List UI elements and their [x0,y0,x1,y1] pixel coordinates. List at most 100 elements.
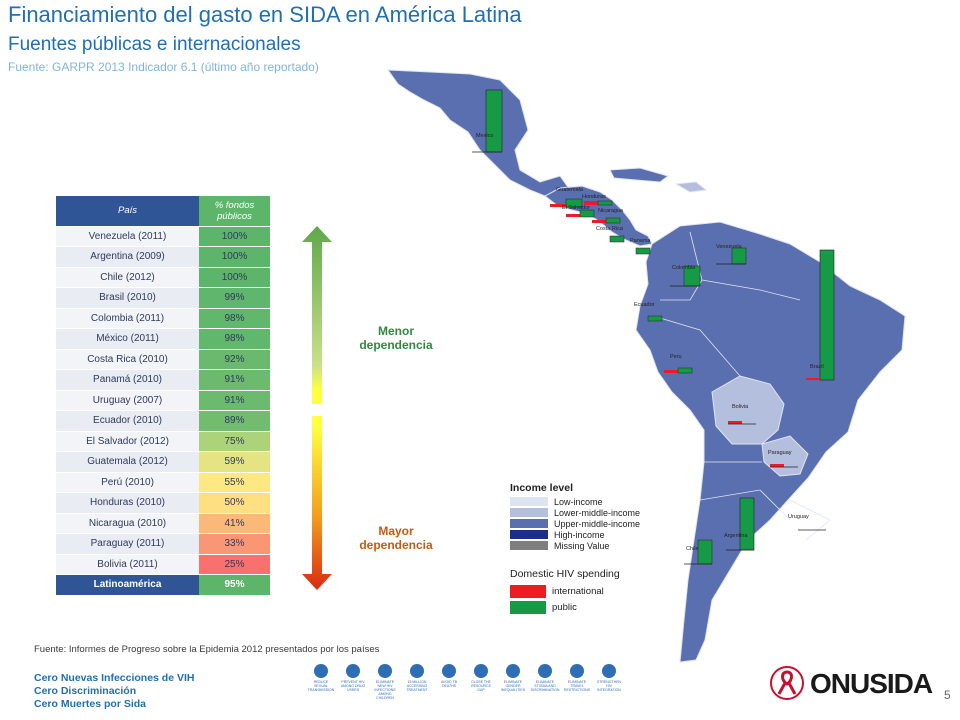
map-label-colombia: Colombia [672,265,696,271]
table-row: Bolivia (2011) 25% [56,554,270,575]
label-menor-dependencia: Menor dependencia [359,324,433,352]
table-row: México (2011) 98% [56,328,270,350]
bar-guatemala-intl [550,204,566,207]
country-cell: Honduras (2010) [56,492,199,514]
legend-label: Missing Value [554,540,610,551]
pct-cell: 92% [199,349,270,370]
spending-legend: Domestic HIV spending international publi… [510,568,620,615]
col-header-country: País [56,196,199,227]
hiv-integration-icon: STRENGTHEN HIV INTEGRATION [596,664,622,712]
icon-caption: ELIMINATE NEW HIV INFECTIONS AMONG CHILD… [374,680,396,700]
country-cell: Colombia (2011) [56,308,199,329]
bar-mexico-public [485,89,503,153]
bar-bolivia-intl [728,421,742,424]
map-label-venezuela: Venezuela [716,244,742,250]
bar-venezuela-public [731,247,747,265]
legend-item: Lower-middle-income [510,507,640,518]
icon-caption: 15 MILLION ACCESSING TREATMENT [406,680,428,692]
prevent-hiv-drug-users-icon: PREVENT HIV AMONG DRUG USERS [340,664,366,712]
country-cell: El Salvador (2012) [56,431,199,452]
bar-peru-intl [664,370,678,373]
table-row: Uruguay (2007) 91% [56,390,270,411]
map-label-chile: Chile [686,546,699,552]
country-cell: México (2011) [56,328,199,350]
resource-gap-icon: CLOSE THE RESOURCE GAP [468,664,494,712]
public-funds-table: País % fondos públicos Venezuela (2011) 1… [56,196,270,596]
table-row: El Salvador (2012) 75% [56,431,270,452]
total-pct-cell: 95% [199,574,270,596]
bar-paraguay-intl [770,464,784,467]
country-cell: Uruguay (2007) [56,390,199,411]
tag-zero-discrimination: Cero Discriminación [34,685,137,697]
table-row: Guatemala (2012) 59% [56,451,270,473]
map-region-cuba [609,167,670,183]
map-label-nicaragua: Nicaragua [598,208,624,214]
icon-glyph [506,664,520,678]
icon-caption: ELIMINATE GENDER INEQUALITIES [500,680,526,692]
income-legend: Income level Low-income Lower-middle-inco… [510,482,640,551]
pct-cell: 25% [199,554,270,575]
map-region-bolivia [711,375,785,445]
spending-legend-item: public [510,599,620,615]
legend-item: Upper-middle-income [510,518,640,529]
gender-inequalities-icon: ELIMINATE GENDER INEQUALITIES [500,664,526,712]
table-row: Colombia (2011) 98% [56,308,270,329]
icon-caption: STRENGTHEN HIV INTEGRATION [596,680,622,692]
pct-cell: 91% [199,390,270,411]
table-row: Argentina (2009) 100% [56,246,270,268]
map-label-mexico: Mexico [476,133,494,139]
tb-deaths-icon: AVOID TB DEATHS [436,664,462,712]
table-row: Honduras (2010) 50% [56,492,270,514]
icon-glyph [346,664,360,678]
map-label-panama: Panama [630,238,651,244]
table-row: Chile (2012) 100% [56,267,270,288]
table-row: Nicaragua (2010) 41% [56,513,270,534]
red-ribbon-icon [770,666,804,700]
country-cell: Argentina (2009) [56,246,199,268]
country-cell: Nicaragua (2010) [56,513,199,534]
legend-label: Upper-middle-income [554,518,641,529]
pct-cell: 91% [199,369,270,391]
icon-caption: REDUCE SEXUAL TRANSMISSION [307,680,335,692]
country-cell: Chile (2012) [56,267,199,288]
spending-swatch [510,584,546,598]
pct-cell: 50% [199,492,270,514]
income-legend-title: Income level [510,482,574,494]
country-cell: Brasil (2010) [56,287,199,309]
pct-cell: 98% [199,308,270,329]
legend-swatch [510,530,548,539]
country-cell: Venezuela (2011) [56,226,199,247]
onusida-logo: ONUSIDA [770,664,938,702]
bar-chile-public [697,539,713,565]
treatment-icon: 15 MILLION ACCESSING TREATMENT [404,664,430,712]
spending-legend-item: international [510,583,620,599]
spending-legend-title: Domestic HIV spending [510,568,620,580]
icon-glyph [378,664,392,678]
spending-label: international [552,585,604,597]
bar-guatemala-public [565,198,583,208]
table-row: Ecuador (2010) 89% [56,410,270,432]
legend-swatch [510,497,548,506]
legend-item: High-income [510,529,640,540]
pct-cell: 33% [199,533,270,555]
country-cell: Bolivia (2011) [56,554,199,575]
page-number: 5 [944,688,951,702]
table-row: Panamá (2010) 91% [56,369,270,391]
icon-caption: ELIMINATE TRAVEL RESTRICTIONS [563,680,591,692]
pct-cell: 100% [199,246,270,268]
map-label-guatemala: Guatemala [556,187,583,193]
icon-glyph [538,664,552,678]
bar-argentina-public [739,497,755,551]
page-subtitle: Fuentes públicas e internacionales [8,34,301,55]
country-cell: Costa Rica (2010) [56,349,199,370]
spending-bars [472,89,835,565]
bar-panama-public [635,247,651,255]
bar-nicaragua-intl [592,220,606,223]
map-label-costarica: Costa Rica [596,226,623,232]
pct-cell: 59% [199,451,270,473]
header-source: Fuente: GARPR 2013 Indicador 6.1 (último… [8,60,319,74]
footer-source: Fuente: Informes de Progreso sobre la Ep… [34,644,380,655]
icon-caption: PREVENT HIV AMONG DRUG USERS [340,680,366,692]
eliminate-hiv-children-icon: ELIMINATE NEW HIV INFECTIONS AMONG CHILD… [372,664,398,712]
